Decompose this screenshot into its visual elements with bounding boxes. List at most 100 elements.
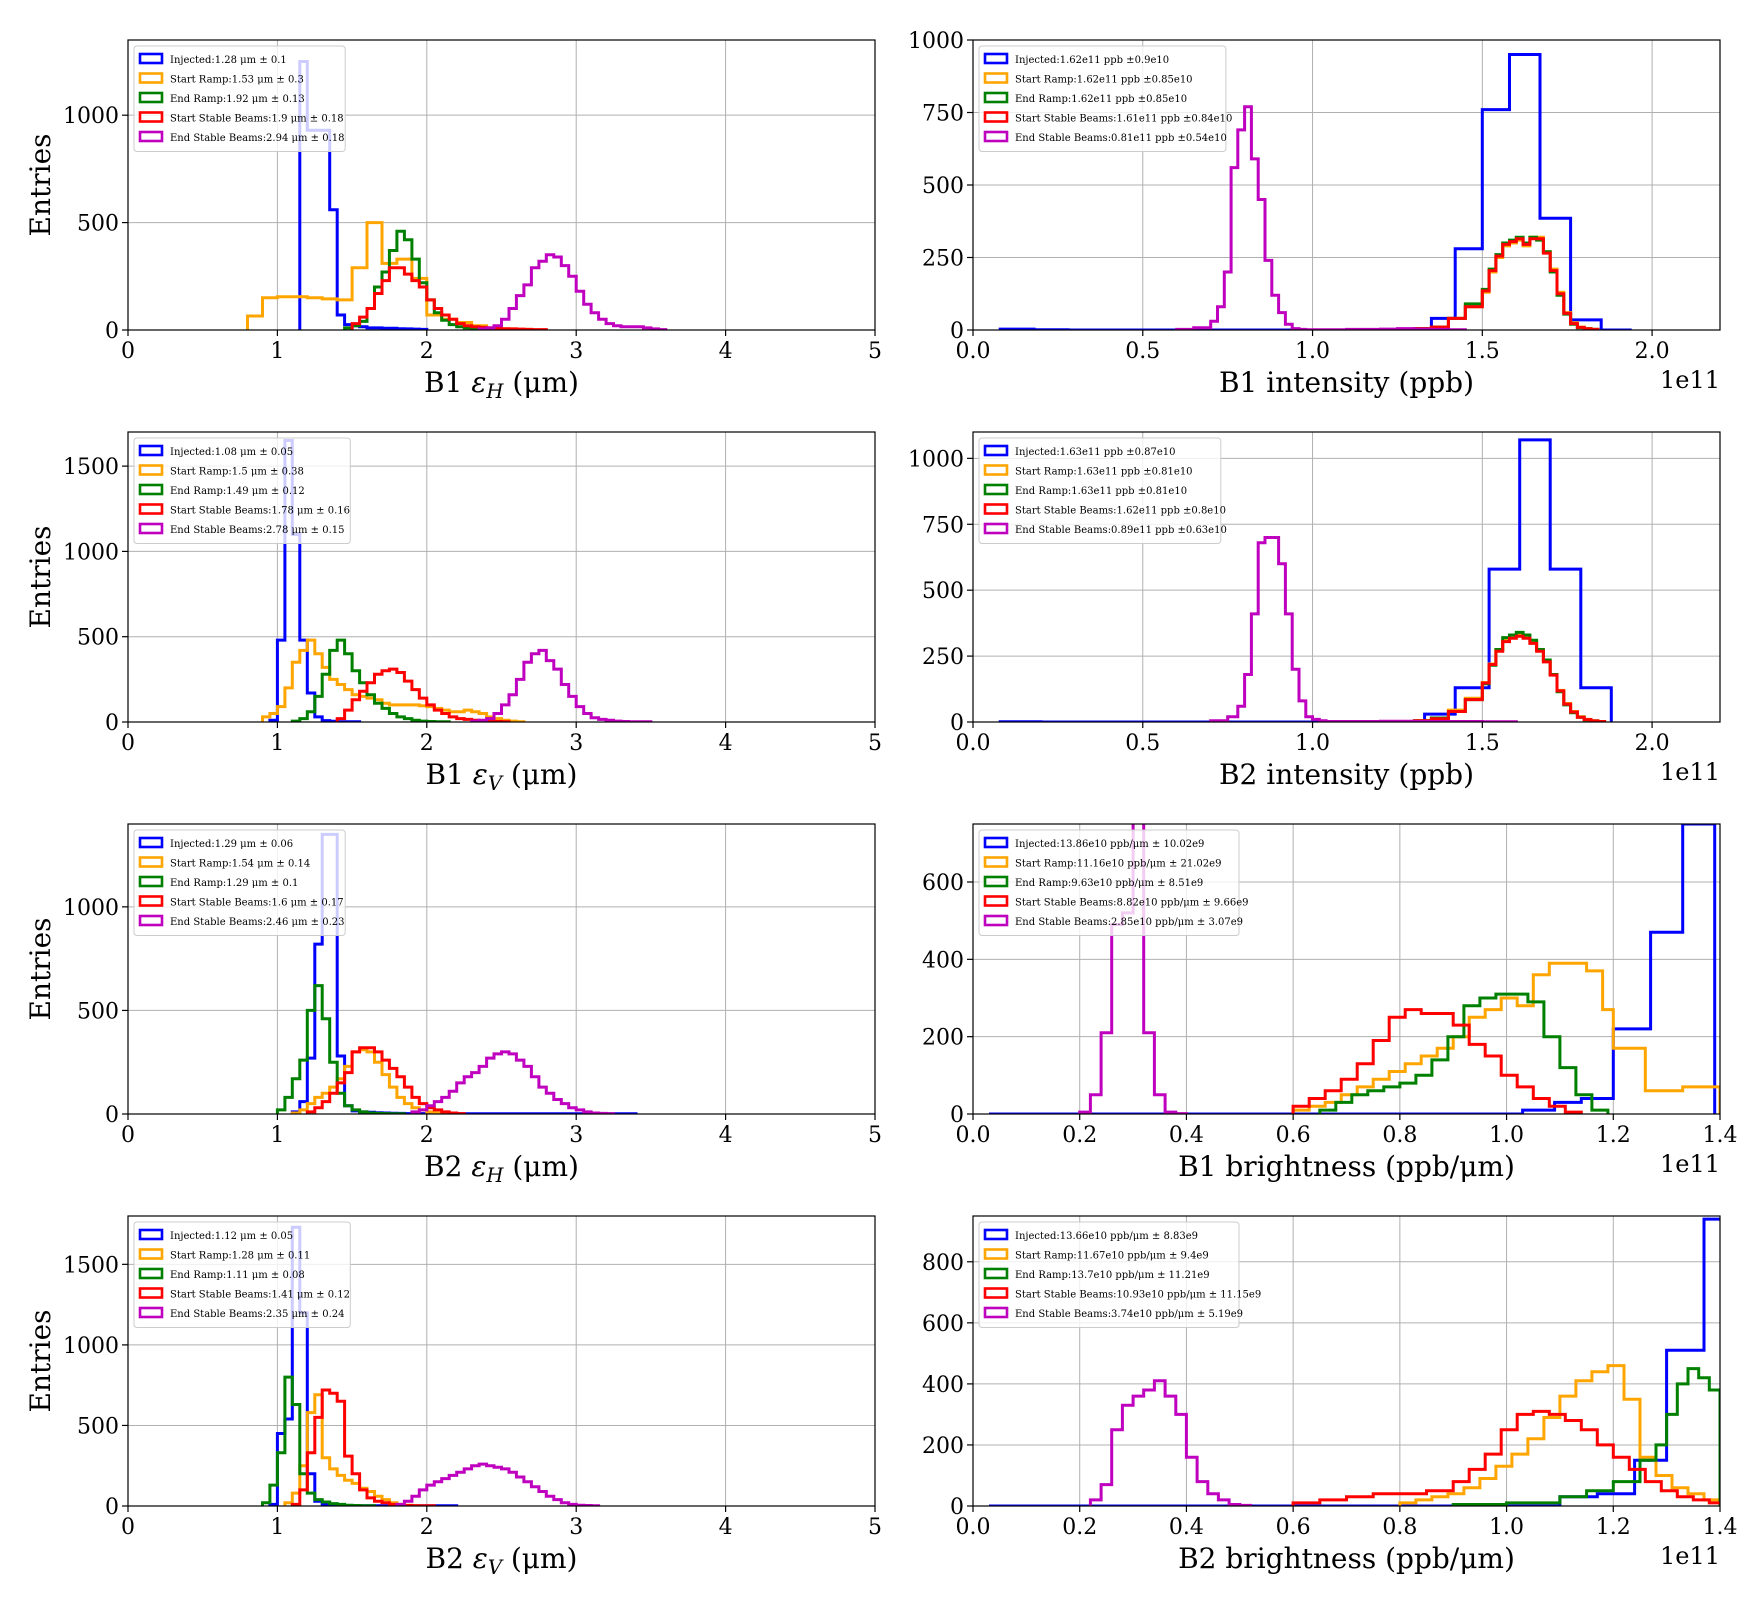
legend-entry: End Stable Beams:2.85e10 ppb/μm ± 3.07e9 xyxy=(1015,917,1243,928)
x-axis-label-sub: H xyxy=(485,380,504,403)
chart-b1-ev: 0 1 2 3 4 5 0 500 1000 1500 B1 εV (μm) Entries Injec… xyxy=(24,431,882,795)
x-axis-label-part2: (μm) xyxy=(503,1150,579,1183)
legend-swatch-end-stable-beams xyxy=(138,130,164,143)
y-tick-label: 400 xyxy=(922,948,964,973)
series-start-ramp xyxy=(261,638,526,722)
x-axis-label: B2 intensity (ppb) xyxy=(1219,758,1474,791)
x-tick-label: 0.5 xyxy=(1125,731,1160,756)
x-axis-label-part1: B1 xyxy=(424,366,471,399)
y-tick-label: 1000 xyxy=(63,104,119,129)
x-tick-label: 1 xyxy=(270,339,284,364)
legend-swatch-end-ramp xyxy=(983,483,1009,496)
axes-frame xyxy=(127,431,876,723)
x-axis-label: B1 εH (μm) xyxy=(424,366,579,403)
axis-offset-label: 1e11 xyxy=(1660,1542,1720,1570)
y-tick-label: 500 xyxy=(77,626,119,651)
series-end-ramp xyxy=(1318,992,1610,1114)
x-tick-label: 5 xyxy=(868,1515,882,1540)
legend: Injected:1.63e11 ppb ±0.87e10 Start Ramp:… xyxy=(978,437,1227,544)
legend-entry: End Stable Beams:2.94 μm ± 0.18 xyxy=(170,133,345,144)
legend-entry: Start Ramp:1.28 μm ± 0.11 xyxy=(170,1251,310,1262)
y-tick-label: 400 xyxy=(922,1373,964,1398)
series-end-ramp xyxy=(1451,1367,1720,1506)
x-tick-label: 0 xyxy=(121,1123,135,1148)
axes-frame xyxy=(127,823,876,1115)
y-tick-label: 800 xyxy=(922,1251,964,1276)
x-axis-label-part2: (μm) xyxy=(502,758,578,791)
series-group xyxy=(998,438,1613,722)
x-tick-label: 0.8 xyxy=(1382,1515,1417,1540)
axis-offset-label: 1e11 xyxy=(1660,366,1720,394)
legend-swatch-start-ramp xyxy=(138,1248,164,1260)
legend-entry: End Ramp:1.63e11 ppb ±0.81e10 xyxy=(1015,486,1187,497)
x-tick-label: 1 xyxy=(270,1123,284,1148)
legend-swatch-end-stable-beams xyxy=(983,130,1009,143)
x-axis-label-epsilon: ε xyxy=(471,366,486,399)
y-tick-label: 500 xyxy=(922,174,964,199)
legend: Injected:1.62e11 ppb ±0.9e10 Start Ramp:1… xyxy=(978,45,1232,152)
legend-entry: End Stable Beams:3.74e10 ppb/μm ± 5.19e9 xyxy=(1015,1309,1243,1320)
y-tick-label: 600 xyxy=(922,1312,964,1337)
x-tick-label: 2 xyxy=(420,731,434,756)
x-tick-label: 0.2 xyxy=(1062,1515,1097,1540)
series-end-stable-beams xyxy=(477,253,668,330)
chart-b2-br: 0.0 0.2 0.4 0.6 0.8 1.0 1.2 1.4 0 200 400 600 800 B2 … xyxy=(922,1215,1738,1575)
axis-offset-label: 1e11 xyxy=(1660,1150,1720,1178)
series-end-stable-beams xyxy=(470,648,653,722)
series-end-stable-beams xyxy=(1175,105,1467,330)
legend-swatch-start-ramp xyxy=(983,72,1009,84)
y-tick-label: 1500 xyxy=(63,1253,119,1278)
legend-swatch-start-ramp xyxy=(138,72,164,84)
legend-entry: Start Stable Beams:1.78 μm ± 0.16 xyxy=(170,506,350,517)
series-end-stable-beams xyxy=(1088,1379,1252,1506)
x-tick-label: 1.0 xyxy=(1295,339,1330,364)
chart-b2-eh: 0 1 2 3 4 5 0 500 1000 B2 εH (μm) Entries Injected:… xyxy=(24,823,882,1187)
series-end-stable-beams xyxy=(395,1462,601,1506)
series-end-ramp xyxy=(290,638,451,722)
legend-swatch-start-ramp xyxy=(983,1248,1009,1260)
x-tick-label: 0.0 xyxy=(956,1123,991,1148)
x-axis-label: B2 brightness (ppb/μm) xyxy=(1178,1542,1515,1575)
y-axis-label: Entries xyxy=(24,1309,57,1412)
x-tick-label: 4 xyxy=(719,1123,733,1148)
legend-entry: End Stable Beams:2.35 μm ± 0.24 xyxy=(170,1309,345,1320)
legend-swatch-start-stable-beams xyxy=(983,111,1009,123)
x-tick-label: 0.4 xyxy=(1169,1515,1204,1540)
x-tick-label: 4 xyxy=(719,1515,733,1540)
series-injected xyxy=(989,824,1717,1114)
y-tick-label: 0 xyxy=(105,1103,119,1128)
legend-entry: Injected:1.63e11 ppb ±0.87e10 xyxy=(1015,447,1175,458)
legend-entry: Start Stable Beams:1.41 μm ± 0.12 xyxy=(170,1290,350,1301)
x-tick-label: 0.0 xyxy=(956,1515,991,1540)
series-injected xyxy=(998,53,1632,330)
series-start-stable-beams xyxy=(1412,634,1607,722)
y-tick-label: 0 xyxy=(950,711,964,736)
legend-entry: End Ramp:1.11 μm ± 0.08 xyxy=(170,1270,305,1281)
legend-swatch-end-ramp xyxy=(983,91,1009,104)
legend-swatch-start-stable-beams xyxy=(138,503,164,515)
y-tick-label: 250 xyxy=(922,645,964,670)
x-tick-label: 0.0 xyxy=(956,731,991,756)
x-tick-label: 1.5 xyxy=(1465,731,1500,756)
legend-box xyxy=(133,45,346,152)
y-tick-label: 750 xyxy=(922,102,964,127)
y-tick-label: 0 xyxy=(105,1495,119,1520)
y-tick-label: 500 xyxy=(922,579,964,604)
axis-offset-label: 1e11 xyxy=(1660,758,1720,786)
series-start-stable-beams xyxy=(1412,237,1600,330)
series-start-stable-beams xyxy=(305,1046,466,1114)
x-tick-label: 2 xyxy=(420,1515,434,1540)
series-start-stable-beams xyxy=(350,266,548,330)
legend-swatch-injected xyxy=(983,836,1009,849)
x-tick-label: 3 xyxy=(569,731,583,756)
x-tick-label: 2.0 xyxy=(1635,731,1670,756)
legend-swatch-start-ramp xyxy=(138,464,164,476)
y-tick-label: 0 xyxy=(950,1103,964,1128)
x-axis-label-epsilon: ε xyxy=(471,1150,486,1183)
x-tick-label: 0.6 xyxy=(1276,1515,1311,1540)
legend-swatch-injected xyxy=(983,52,1009,65)
legend-swatch-end-stable-beams xyxy=(138,914,164,927)
legend-swatch-end-ramp xyxy=(983,1267,1009,1280)
x-axis-label: B1 εV (μm) xyxy=(426,758,578,795)
series-group xyxy=(246,60,668,330)
